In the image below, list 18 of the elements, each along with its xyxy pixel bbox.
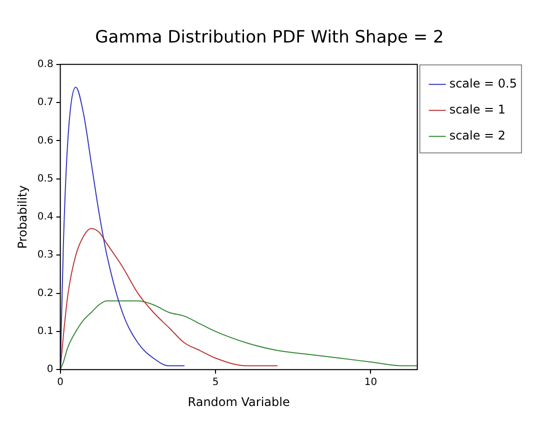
chart-title: Gamma Distribution PDF With Shape = 2 [95, 28, 444, 48]
y-axis-title: Probability [15, 185, 30, 249]
x-axis-title: Random Variable [188, 394, 290, 409]
x-tick-label: 5 [212, 377, 219, 388]
y-tick-label: 0.8 [37, 58, 54, 70]
x-tick-label: 0 [57, 377, 64, 388]
y-tick-label: 0.1 [37, 326, 54, 338]
y-tick-label: 0.2 [37, 288, 54, 299]
legend-label: scale = 0.5 [449, 76, 517, 91]
y-tick-label: 0.6 [37, 135, 54, 146]
y-tick-label: 0.7 [37, 97, 54, 108]
y-tick-label: 0.5 [37, 173, 54, 184]
legend-label: scale = 2 [449, 128, 506, 143]
y-tick-label: 0.4 [37, 212, 54, 223]
legend-label: scale = 1 [449, 102, 506, 117]
y-tick-label: 0 [46, 364, 54, 376]
x-tick-label: 10 [364, 377, 378, 388]
y-tick-label: 0.3 [37, 250, 54, 261]
